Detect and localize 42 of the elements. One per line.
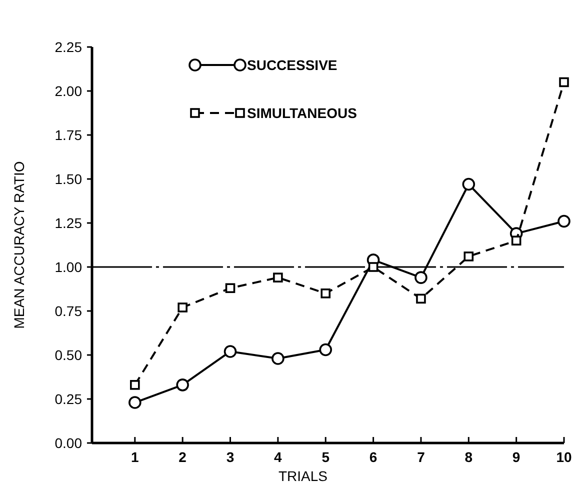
point xyxy=(414,271,428,284)
point xyxy=(319,343,332,356)
point xyxy=(273,272,283,282)
y-tick-label: 1.00 xyxy=(54,258,82,275)
x-axis-title: TRIALS xyxy=(278,468,328,484)
x-tick-label: 9 xyxy=(512,449,520,465)
point xyxy=(128,396,142,409)
point xyxy=(320,288,331,298)
point xyxy=(558,214,570,228)
y-tick-label: 0.75 xyxy=(54,302,82,319)
point xyxy=(464,252,474,262)
x-tick-label: 1 xyxy=(131,449,140,465)
point xyxy=(178,302,188,312)
y-tick-label: 2.25 xyxy=(54,38,82,55)
legend-label: SUCCESSIVE xyxy=(247,56,338,73)
y-tick-label: 1.25 xyxy=(54,214,82,231)
point xyxy=(224,345,237,358)
point xyxy=(416,294,426,304)
x-tick-label: 5 xyxy=(322,449,330,465)
x-tick-label: 8 xyxy=(464,449,473,465)
y-tick-label: 0.50 xyxy=(54,346,82,363)
point xyxy=(272,352,284,365)
x-tick-label: 7 xyxy=(417,449,426,465)
x-tick-label: 10 xyxy=(556,449,572,465)
x-tick-label: 3 xyxy=(226,449,234,465)
x-tick-label: 6 xyxy=(369,449,378,465)
point xyxy=(225,283,236,294)
x-tick-label: 2 xyxy=(178,449,187,465)
point xyxy=(462,178,476,191)
y-axis-title: MEAN ACCURACY RATIO xyxy=(11,161,27,329)
x-tick-label: 4 xyxy=(274,449,282,465)
legend-label: SIMULTANEOUS xyxy=(247,104,357,121)
y-tick-label: 2.00 xyxy=(54,82,82,99)
point xyxy=(368,262,378,272)
point xyxy=(176,378,189,392)
y-tick-label: 1.75 xyxy=(54,126,82,143)
y-tick-label: 0.25 xyxy=(54,390,82,407)
y-tick-label: 1.50 xyxy=(54,170,82,187)
y-tick-label: 0.00 xyxy=(54,434,82,451)
point xyxy=(511,236,522,246)
point xyxy=(559,77,569,88)
point xyxy=(130,380,140,390)
